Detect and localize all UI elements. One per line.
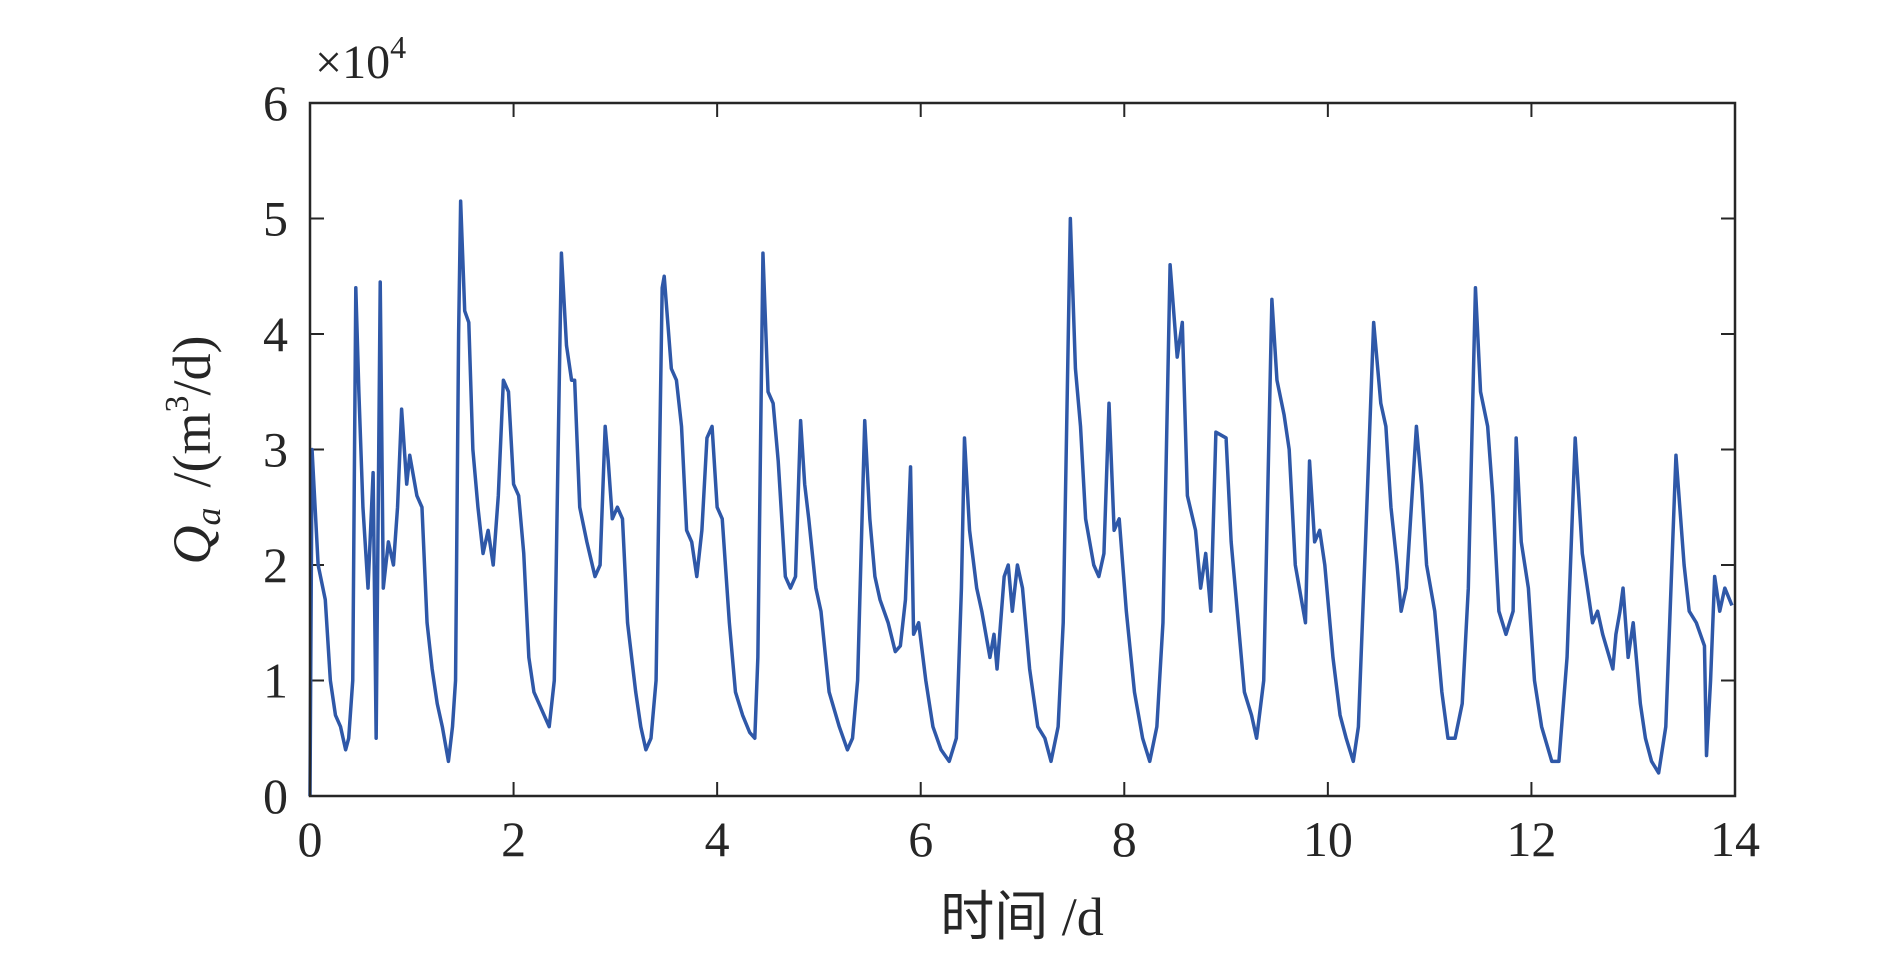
y-axis-label: Qa /(m3/d) xyxy=(159,336,228,565)
y-tick-label: 2 xyxy=(263,537,288,593)
x-tick-label: 8 xyxy=(1112,811,1137,867)
x-axis-label: 时间 /d xyxy=(940,887,1104,947)
x-tick-label: 4 xyxy=(705,811,730,867)
x-tick-label: 10 xyxy=(1303,811,1353,867)
y-multiplier: ×104 xyxy=(315,29,406,89)
y-tick-label: 6 xyxy=(263,75,288,131)
data-line xyxy=(308,199,1734,797)
y-tick-label: 0 xyxy=(263,768,288,824)
y-label-unit-end: /d) xyxy=(162,336,222,396)
y-label-unit-exponent: 3 xyxy=(159,396,196,413)
plot-frame xyxy=(308,101,1737,798)
x-tick-label: 12 xyxy=(1506,811,1556,867)
y-multiplier-base: ×10 xyxy=(315,36,390,89)
x-tick-label: 6 xyxy=(908,811,933,867)
y-multiplier-exponent: 4 xyxy=(390,29,406,65)
y-tick-label: 5 xyxy=(263,191,288,247)
x-tick-label: 2 xyxy=(501,811,526,867)
y-label-unit-start: /(m xyxy=(162,413,222,488)
x-tick-label: 0 xyxy=(298,811,323,867)
x-tick-label: 14 xyxy=(1710,811,1760,867)
y-tick-label: 1 xyxy=(263,653,288,709)
y-tick-label: 4 xyxy=(263,306,288,362)
y-label-subscript: a xyxy=(188,508,228,526)
y-tick-label: 3 xyxy=(263,422,288,478)
y-label-symbol: Q xyxy=(162,526,222,565)
